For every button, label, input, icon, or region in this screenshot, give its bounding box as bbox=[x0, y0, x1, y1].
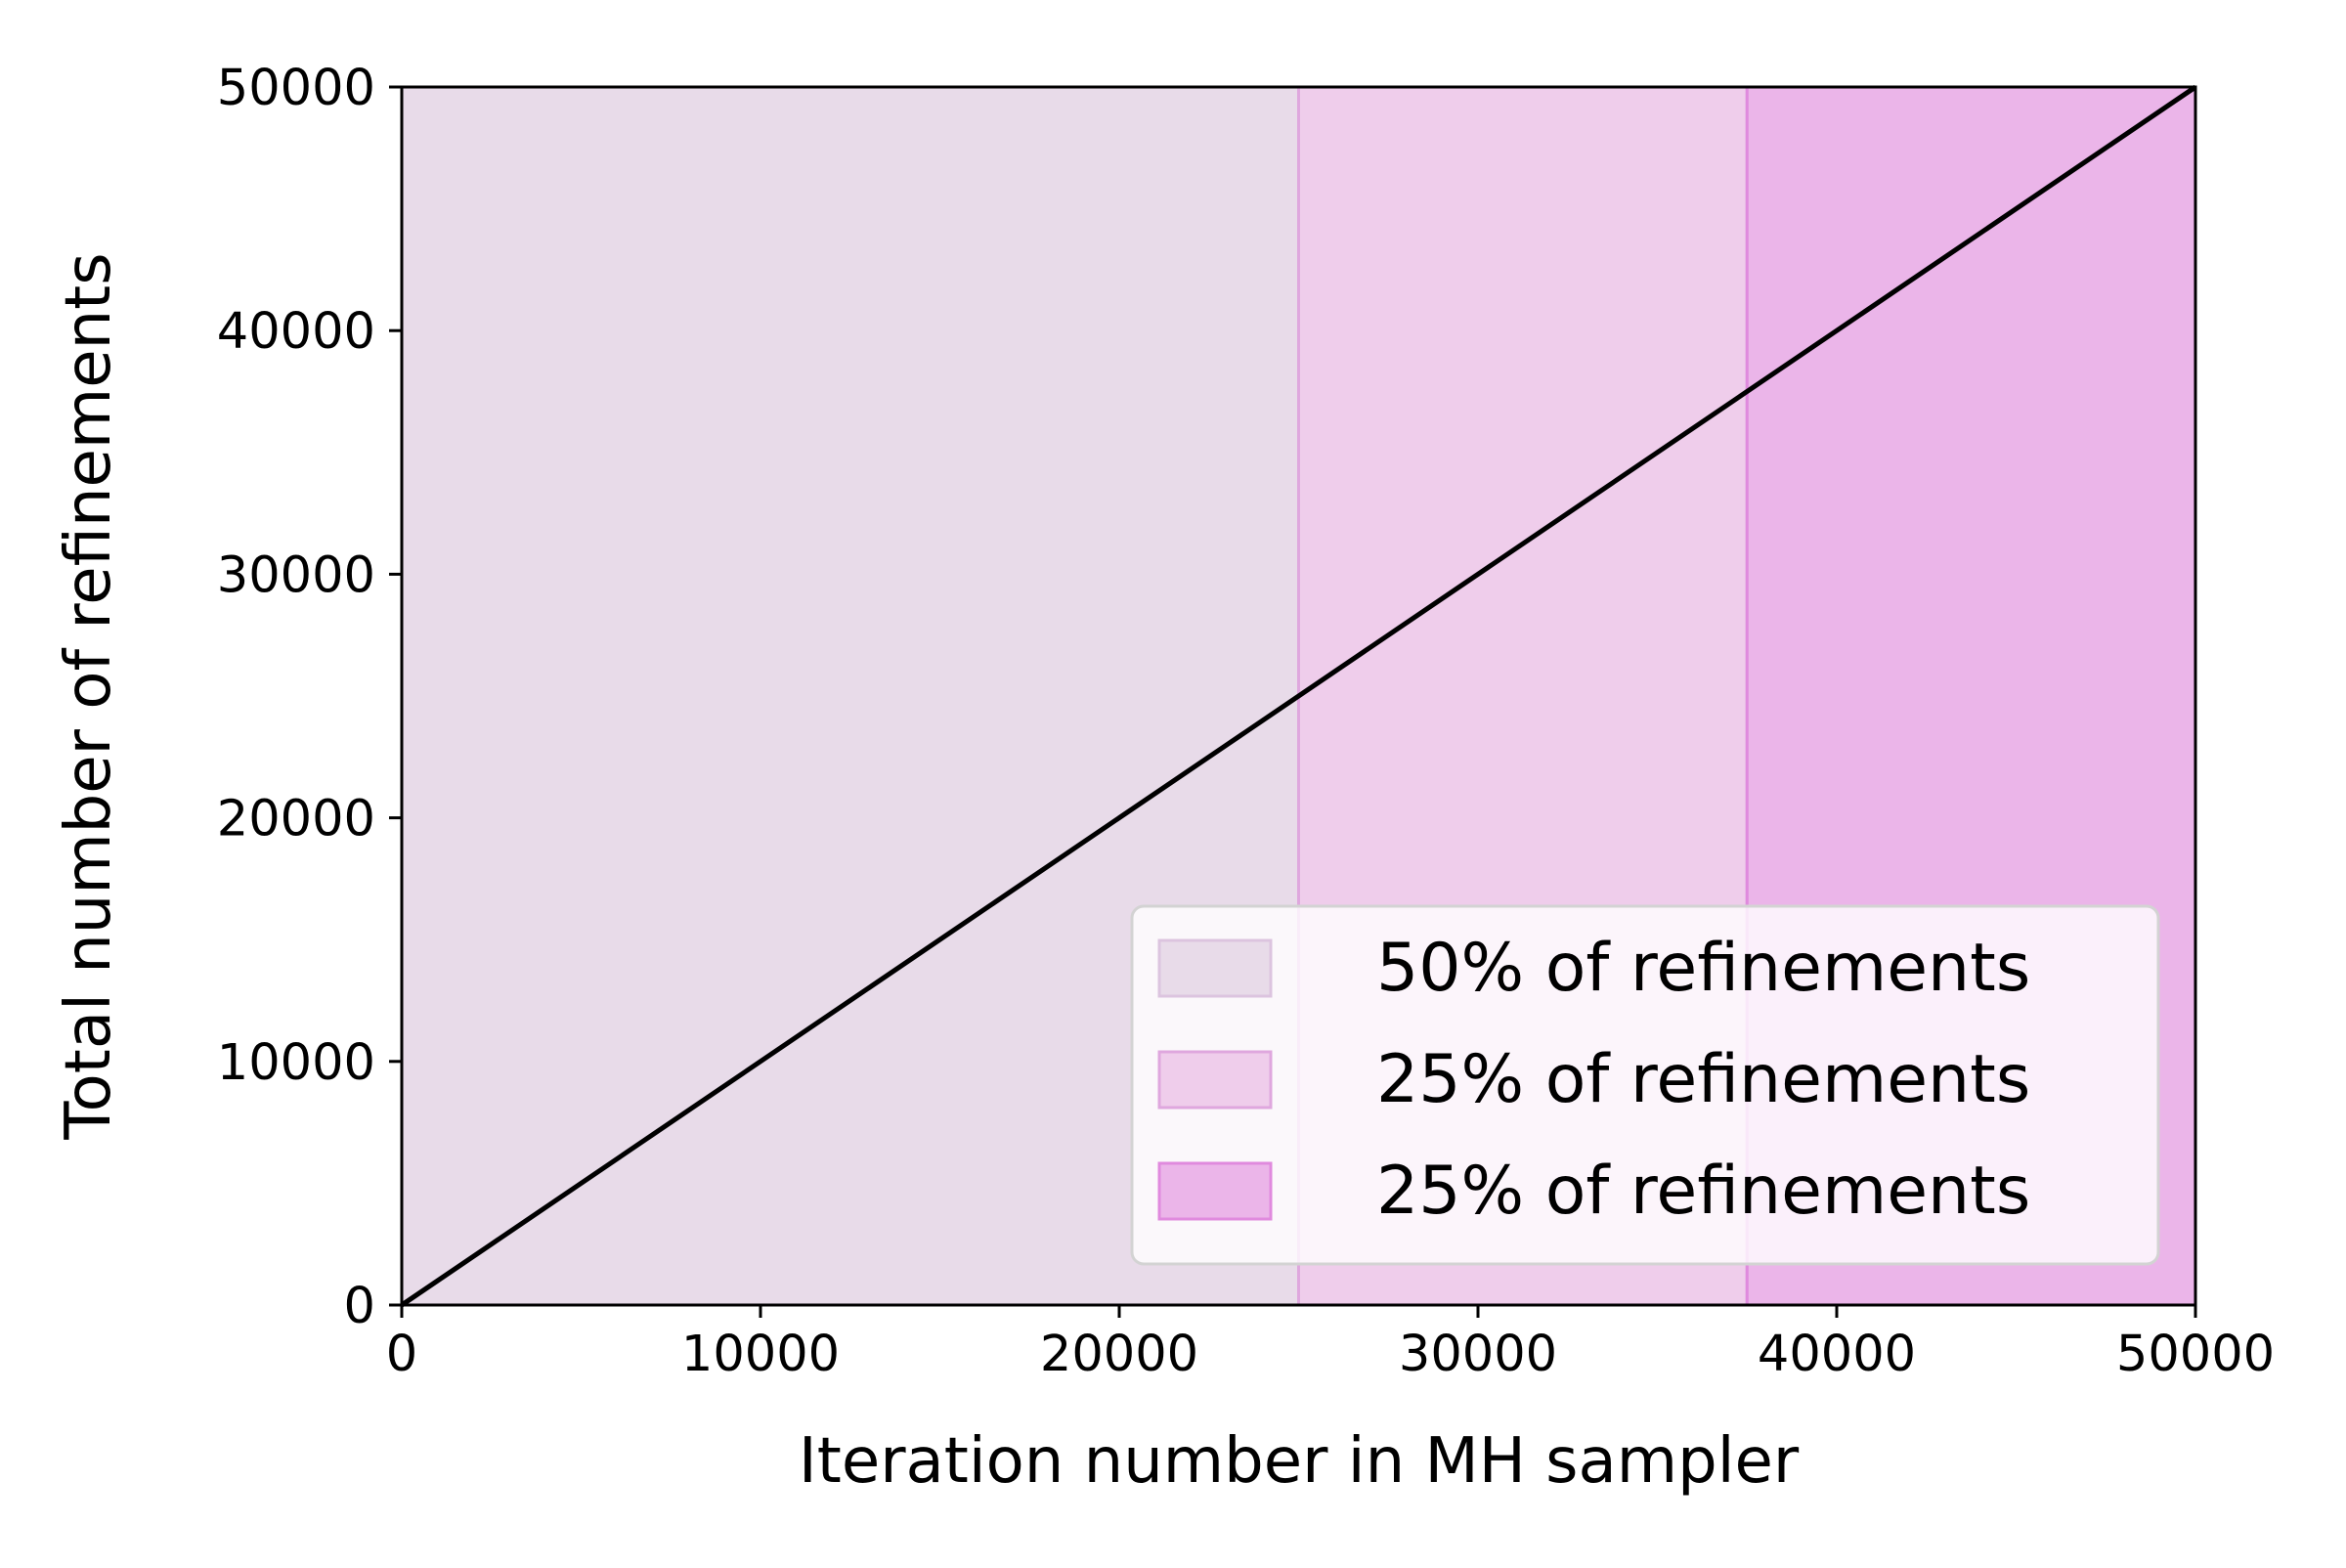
x-axis-ticks: 0 10000 20000 30000 40000 50000 bbox=[386, 1305, 2275, 1383]
series-layer bbox=[400, 84, 2197, 1308]
legend-swatch-2 bbox=[1157, 1161, 1273, 1221]
y-tick-label: 50000 bbox=[217, 60, 375, 117]
legend-label-0: 50% of refinements bbox=[1376, 930, 2030, 1007]
series-line-0 bbox=[400, 84, 2197, 1308]
y-tick-label: 30000 bbox=[217, 546, 375, 604]
x-tick-label: 0 bbox=[386, 1326, 417, 1383]
x-tick-label: 40000 bbox=[1758, 1326, 1916, 1383]
y-tick-label: 10000 bbox=[217, 1034, 375, 1092]
y-tick-label: 40000 bbox=[217, 303, 375, 361]
legend-label-1: 25% of refinements bbox=[1376, 1041, 2030, 1118]
legend-label-2: 25% of refinements bbox=[1376, 1153, 2030, 1230]
x-tick-label: 10000 bbox=[681, 1326, 840, 1383]
y-tick-label: 20000 bbox=[217, 791, 375, 849]
legend-swatch-0 bbox=[1157, 938, 1273, 998]
legend-box bbox=[1130, 904, 2160, 1266]
y-axis-title: Total number of refinements bbox=[53, 252, 125, 1140]
y-axis-ticks: 0 10000 20000 30000 40000 50000 bbox=[217, 60, 402, 1335]
x-axis-title: Iteration number in MH sampler bbox=[799, 1425, 1800, 1498]
x-tick-label: 50000 bbox=[2116, 1326, 2275, 1383]
x-tick-label: 20000 bbox=[1040, 1326, 1198, 1383]
plot-frame bbox=[400, 85, 2197, 1307]
legend-swatch-1 bbox=[1157, 1050, 1273, 1110]
legend: 50% of refinements 25% of refinements 25% … bbox=[1130, 904, 2160, 1266]
x-tick-label: 30000 bbox=[1399, 1326, 1557, 1383]
y-tick-label: 0 bbox=[344, 1278, 375, 1335]
